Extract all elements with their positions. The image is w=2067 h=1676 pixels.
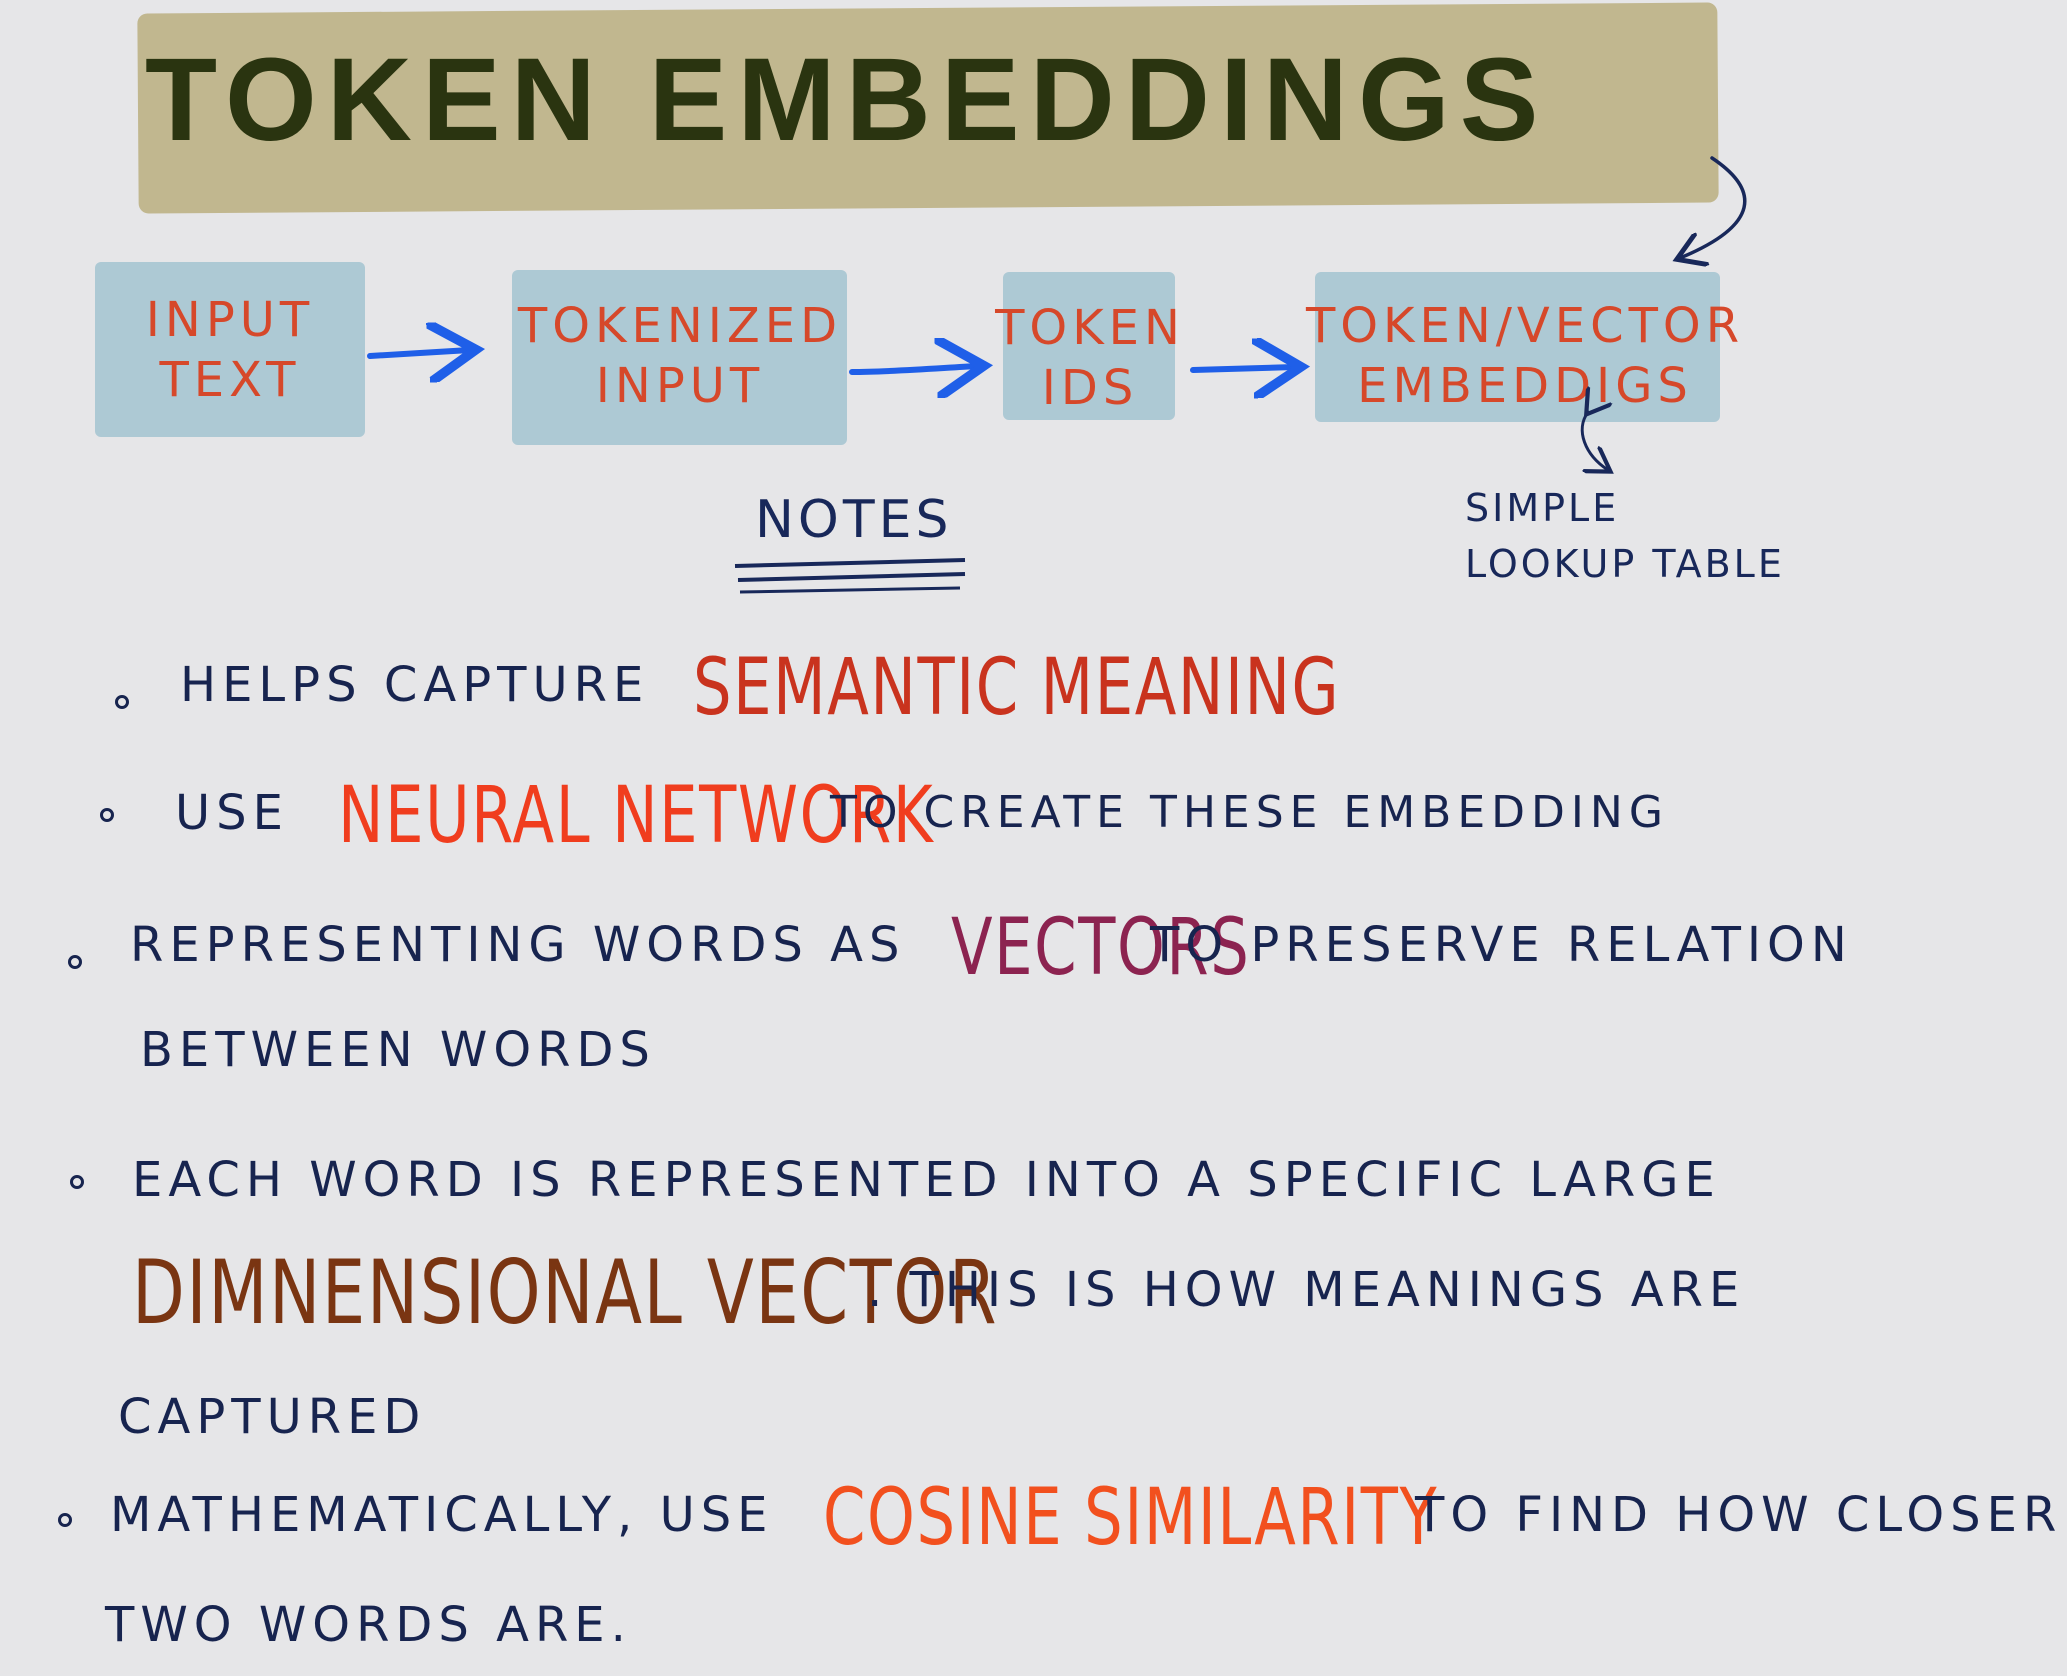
- flow-box-label-line1: INPUT: [145, 292, 315, 348]
- notes-heading: NOTES: [755, 490, 953, 550]
- bullet-marker: [70, 1175, 84, 1189]
- note-text: USE: [175, 785, 289, 841]
- flow-box-input-text: [95, 262, 365, 437]
- flow-box-label-line2: INPUT: [595, 358, 765, 414]
- note-emphasis-semantic-meaning: SEMANTIC MEANING: [692, 643, 1340, 733]
- notes-underline-3: [739, 586, 961, 594]
- note-emphasis-dimensional-vector: DIMNENSIONAL VECTOR: [132, 1241, 999, 1344]
- note-emphasis-neural-network: NEURAL NETWORK: [338, 771, 935, 861]
- arrow-lookup-double: [1580, 412, 1608, 470]
- note-5: MATHEMATICALLY, USE COSINE SIMILARITY TO…: [110, 1473, 2056, 1563]
- page-title: TOKEN EMBEDDINGS: [145, 34, 1549, 166]
- lookup-line1: SIMPLE: [1465, 486, 1620, 530]
- note-5-continuation: TWO WORDS ARE.: [105, 1597, 632, 1653]
- flow-box-label-line1: TOKEN: [995, 300, 1185, 356]
- note-4-second-line: DIMNENSIONAL VECTOR . THIS IS HOW MEANIN…: [132, 1241, 1739, 1344]
- note-3-continuation: BETWEEN WORDS: [140, 1022, 656, 1078]
- flow-box-tokenized-input-label: TOKENIZED INPUT: [500, 296, 860, 416]
- flow-box-label-line1: TOKEN/VECTOR: [1305, 298, 1745, 354]
- flow-box-label-line1: TOKENIZED: [517, 298, 843, 354]
- flow-box-tokenized-input: [512, 270, 847, 445]
- note-text: REPRESENTING WORDS AS: [130, 917, 906, 973]
- bullet-marker: [68, 955, 82, 969]
- note-text-post: TO CREATE THESE EMBEDDING: [830, 787, 1669, 838]
- note-text: HELPS CAPTURE: [180, 657, 650, 713]
- arrow-tokenized-to-ids: [849, 366, 978, 372]
- bullet-marker: [100, 808, 114, 822]
- bullet-marker: [115, 695, 129, 709]
- flow-box-token-ids: [1003, 272, 1175, 420]
- lookup-table-note: SIMPLE LOOKUP TABLE: [1465, 480, 1785, 592]
- note-3: REPRESENTING WORDS AS VECTORS TO PRESERV…: [130, 903, 1847, 993]
- flow-box-label-line2: TEXT: [159, 352, 301, 408]
- flow-box-label-line2: EMBEDDIGS: [1357, 358, 1693, 414]
- note-emphasis-cosine-similarity: COSINE SIMILARITY: [822, 1473, 1438, 1563]
- flow-box-label-line2: IDS: [1041, 360, 1139, 416]
- notes-underline-2: [737, 572, 966, 582]
- flow-box-token-vector-embeddings: [1315, 272, 1720, 422]
- note-text: MATHEMATICALLY, USE: [110, 1487, 774, 1543]
- flow-box-token-vector-embeddings-label: TOKEN/VECTOR EMBEDDIGS: [1300, 296, 1750, 416]
- note-text-post: . THIS IS HOW MEANINGS ARE: [867, 1262, 1746, 1318]
- note-4-continuation: CAPTURED: [118, 1389, 427, 1445]
- arrow-input-to-tokenized: [367, 350, 470, 356]
- note-text-post: TO FIND HOW CLOSER: [1415, 1487, 2063, 1543]
- note-4: EACH WORD IS REPRESENTED INTO A SPECIFIC…: [132, 1152, 1721, 1208]
- note-2: USE NEURAL NETWORK TO CREATE THESE EMBED…: [175, 771, 1663, 861]
- note-emphasis-vectors: VECTORS: [950, 903, 1251, 993]
- notes-underline-1: [734, 558, 966, 568]
- flow-box-token-ids-label: TOKEN IDS: [990, 298, 1190, 418]
- lookup-line2: LOOKUP TABLE: [1465, 542, 1785, 586]
- flow-box-input-text-label: INPUT TEXT: [95, 290, 365, 410]
- note-1: HELPS CAPTURE SEMANTIC MEANING: [180, 643, 1522, 733]
- arrow-ids-to-embeddings: [1190, 367, 1295, 370]
- arrow-title-to-embeddings: [1680, 156, 1747, 258]
- bullet-marker: [58, 1513, 72, 1527]
- note-text-post: TO PRESERVE RELATION: [1150, 917, 1853, 973]
